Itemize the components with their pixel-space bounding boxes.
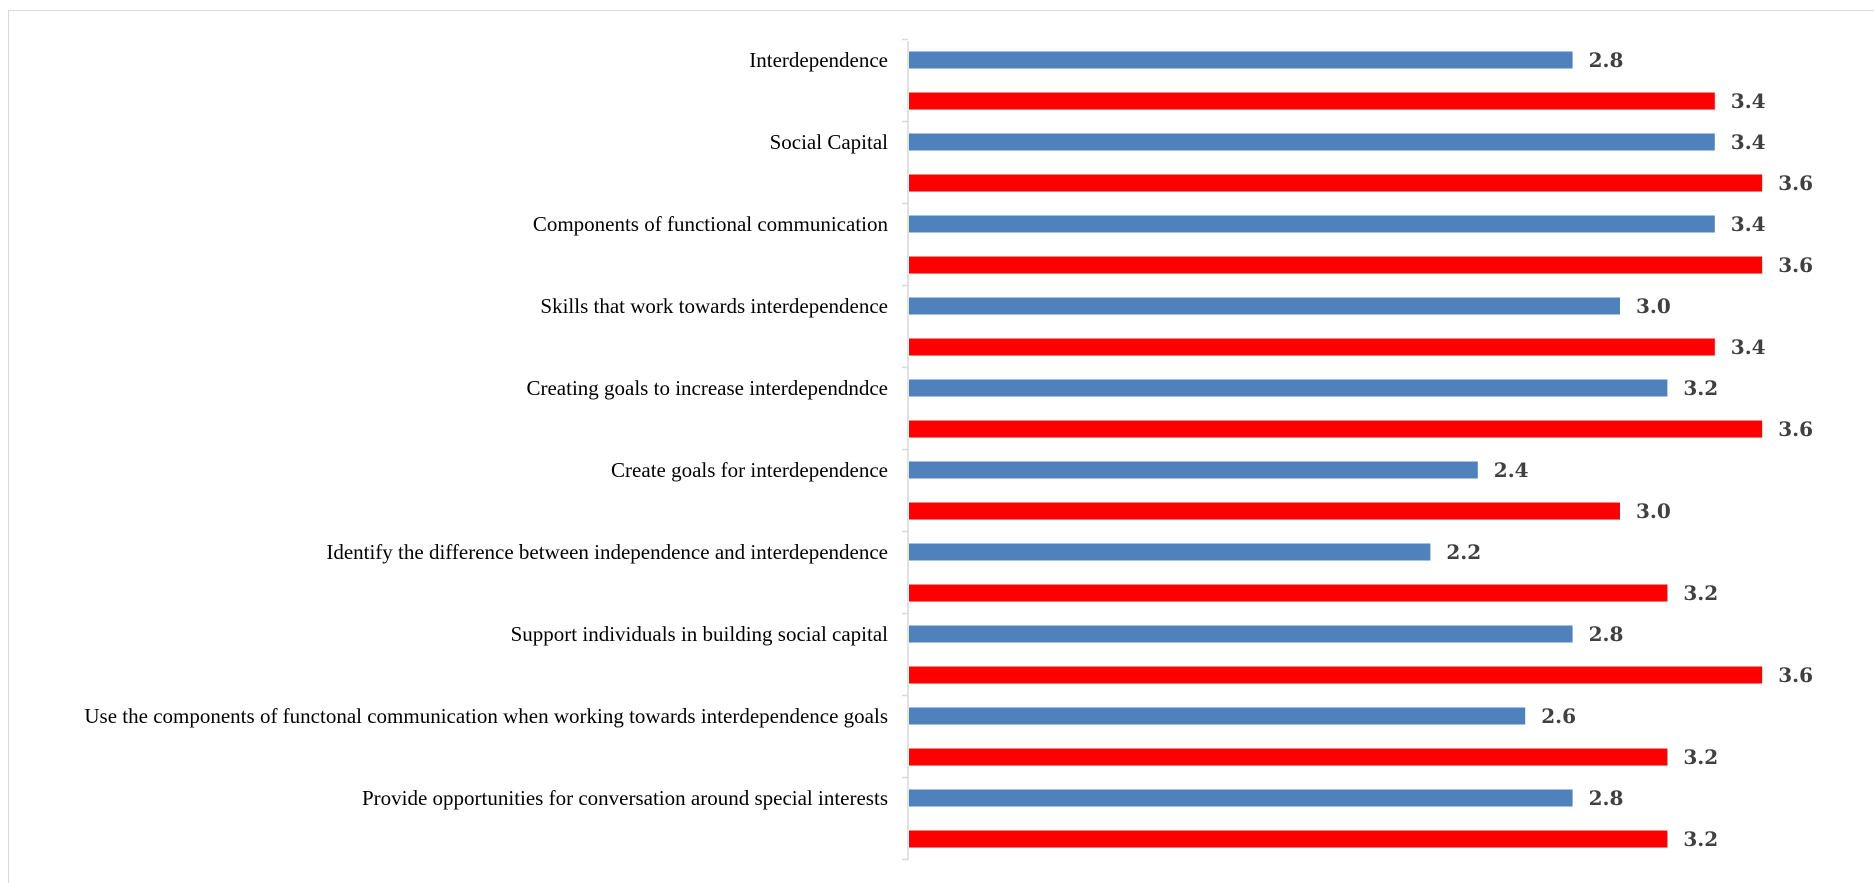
category-label: Identify the difference between independ…: [326, 540, 888, 564]
labels-layer: 2.8 3.4 3.4 3.6 3.4 3.6 3.0 3.4 3.2 3.6 2.4 3.0 2.2 3…: [84, 48, 1813, 851]
data-label: 3.0: [1636, 499, 1671, 523]
bar: [909, 133, 1715, 151]
bar: [909, 502, 1620, 520]
bar: [909, 379, 1668, 397]
data-label: 2.8: [1589, 622, 1624, 646]
bar: [909, 51, 1573, 69]
axis-layer: [902, 38, 909, 861]
bar: [909, 830, 1668, 848]
data-label: 3.6: [1778, 253, 1813, 277]
bar: [909, 707, 1526, 725]
data-label: 3.2: [1683, 376, 1718, 400]
bar: [909, 174, 1763, 192]
category-label: Support individuals in building social c…: [511, 622, 889, 646]
bar: [909, 461, 1478, 479]
bar: [909, 420, 1763, 438]
data-label: 3.6: [1778, 417, 1813, 441]
category-label: Use the components of functonal communic…: [84, 704, 888, 728]
bar: [909, 789, 1573, 807]
category-label: Create goals for interdependence: [611, 458, 888, 482]
data-label: 2.8: [1589, 48, 1624, 72]
data-label: 3.4: [1731, 335, 1766, 359]
data-label: 3.2: [1683, 745, 1718, 769]
bar: [909, 748, 1668, 766]
category-label: Provide opportunities for conversation a…: [362, 786, 888, 810]
bar: [909, 297, 1620, 315]
category-label: Skills that work towards interdependence: [540, 294, 888, 318]
data-label: 3.2: [1683, 827, 1718, 851]
bar: [909, 338, 1715, 356]
bar: [909, 584, 1668, 602]
bar: [909, 625, 1573, 643]
data-label: 3.6: [1778, 171, 1813, 195]
data-label: 3.6: [1778, 663, 1813, 687]
data-label: 3.4: [1731, 130, 1766, 154]
bar: [909, 92, 1715, 110]
bar: [909, 543, 1431, 561]
data-label: 2.6: [1541, 704, 1576, 728]
data-label: 3.0: [1636, 294, 1671, 318]
data-label: 3.2: [1683, 581, 1718, 605]
bar: [909, 256, 1763, 274]
bars-layer: [909, 51, 1763, 848]
bar: [909, 666, 1763, 684]
data-label: 3.4: [1731, 212, 1766, 236]
data-label: 2.8: [1589, 786, 1624, 810]
data-label: 2.2: [1446, 540, 1481, 564]
category-label: Creating goals to increase interdependnd…: [526, 376, 888, 400]
data-label: 3.4: [1731, 89, 1766, 113]
chart-frame: [8, 10, 1874, 883]
category-label: Social Capital: [770, 130, 889, 154]
category-label: Components of functional communication: [533, 212, 889, 236]
category-label: Interdependence: [749, 48, 888, 72]
data-label: 2.4: [1494, 458, 1529, 482]
bar: [909, 215, 1715, 233]
